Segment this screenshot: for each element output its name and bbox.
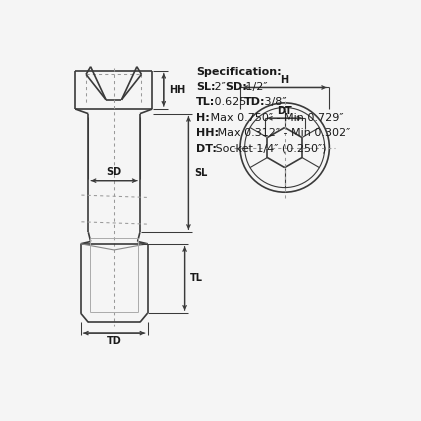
- Text: DT:: DT:: [196, 144, 217, 154]
- Text: HH: HH: [169, 85, 185, 95]
- Text: TD:: TD:: [244, 98, 266, 107]
- Text: Socket 1/4″ (0.250″): Socket 1/4″ (0.250″): [212, 144, 327, 154]
- Text: TL: TL: [190, 274, 203, 283]
- Text: SD: SD: [107, 167, 122, 177]
- Text: Max 0.312″ - Min 0.302″: Max 0.312″ - Min 0.302″: [214, 128, 350, 138]
- Text: 2″: 2″: [211, 82, 229, 92]
- Text: SL:: SL:: [196, 82, 216, 92]
- Text: 1/2″: 1/2″: [242, 82, 267, 92]
- Text: Max 0.750″ - Min 0.729″: Max 0.750″ - Min 0.729″: [207, 113, 343, 123]
- Text: SL: SL: [194, 168, 207, 178]
- Text: TD: TD: [107, 336, 122, 346]
- Text: H: H: [281, 75, 289, 85]
- Text: SD:: SD:: [225, 82, 247, 92]
- Text: TL:: TL:: [196, 98, 216, 107]
- Text: Specification:: Specification:: [196, 67, 282, 77]
- Text: 3/8″: 3/8″: [261, 98, 286, 107]
- Text: 0.625″: 0.625″: [211, 98, 254, 107]
- Text: HH:: HH:: [196, 128, 219, 138]
- Text: DT: DT: [277, 107, 292, 116]
- Text: H:: H:: [196, 113, 210, 123]
